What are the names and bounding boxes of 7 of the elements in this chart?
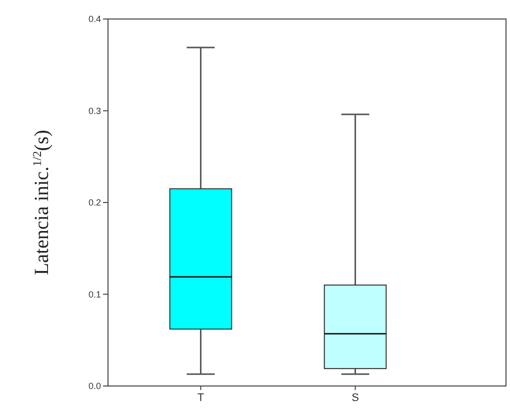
y-tick-label: 0.4 <box>88 14 101 24</box>
x-tick-label: S <box>352 392 359 404</box>
y-tick-label: 0.2 <box>88 198 101 208</box>
y-tick-label: 0.3 <box>88 106 101 116</box>
x-tick-label: T <box>197 392 204 404</box>
y-tick-label: 0.1 <box>88 289 101 300</box>
y-tick-label: 0.0 <box>88 381 101 392</box>
